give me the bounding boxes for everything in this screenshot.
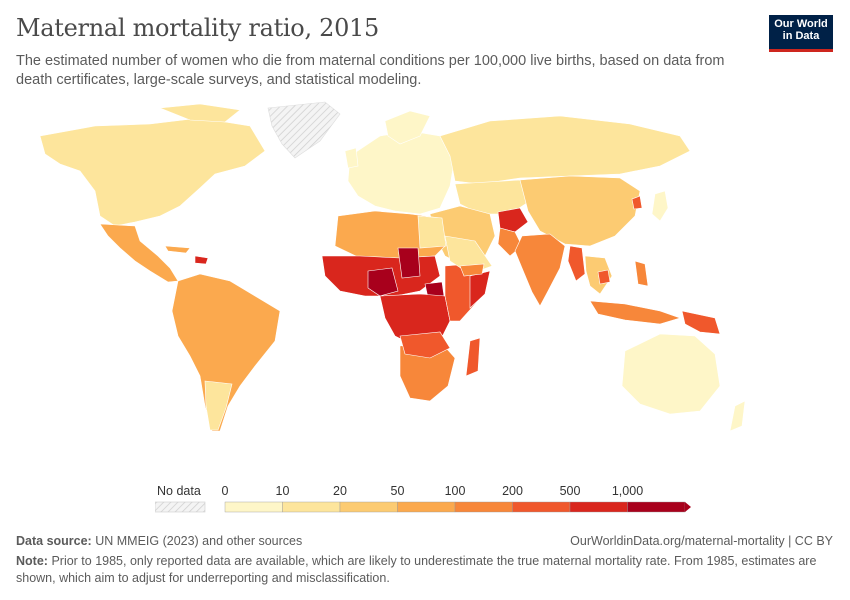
- region-southern-cone[interactable]: [204, 380, 233, 431]
- region-china[interactable]: [519, 175, 641, 247]
- region-india[interactable]: [514, 233, 566, 307]
- legend-tick-label: 1,000: [611, 484, 644, 498]
- region-north-africa[interactable]: [334, 210, 446, 259]
- region-korea[interactable]: [631, 195, 643, 210]
- region-central-america[interactable]: [99, 223, 179, 283]
- region-afghanistan[interactable]: [497, 207, 529, 233]
- region-south-america[interactable]: [171, 273, 281, 432]
- region-myanmar[interactable]: [567, 245, 586, 282]
- legend-tick-label: 500: [559, 484, 581, 498]
- region-greenland[interactable]: [267, 101, 341, 159]
- legend-bins: [224, 501, 691, 513]
- chart-title: Maternal mortality ratio, 2015: [16, 14, 379, 42]
- region-australia[interactable]: [621, 333, 721, 415]
- region-somalia[interactable]: [469, 270, 491, 309]
- region-philippines[interactable]: [634, 260, 649, 287]
- region-angola-zambia[interactable]: [399, 331, 451, 359]
- legend-tick-label: 100: [444, 484, 466, 498]
- region-madagascar[interactable]: [465, 337, 481, 377]
- region-laos-cambodia[interactable]: [597, 269, 611, 285]
- legend-nodata-swatch: [155, 501, 206, 513]
- legend-bin[interactable]: [569, 501, 628, 513]
- legend-bin[interactable]: [282, 501, 341, 513]
- footnote-text: Prior to 1985, only reported data are av…: [16, 554, 817, 585]
- region-chad[interactable]: [397, 247, 421, 279]
- source-url[interactable]: OurWorldinData.org/maternal-mortality | …: [570, 534, 833, 548]
- region-north-america[interactable]: [39, 117, 266, 227]
- legend-tick-label: 20: [333, 484, 347, 498]
- legend-bin[interactable]: [627, 501, 686, 513]
- data-source-label: Data source:: [16, 534, 92, 548]
- legend-arrow: [685, 502, 691, 512]
- color-legend: No data 0 10 20 50 100 200 500 1,000: [155, 482, 715, 522]
- legend-bin[interactable]: [454, 501, 513, 513]
- region-uk[interactable]: [344, 147, 359, 169]
- region-nigeria[interactable]: [367, 267, 399, 297]
- legend-tick-label: 10: [275, 484, 290, 498]
- legend-bin[interactable]: [512, 501, 571, 513]
- region-new-zealand[interactable]: [729, 400, 746, 432]
- chart-subtitle: The estimated number of women who die fr…: [16, 53, 725, 88]
- region-cuba[interactable]: [164, 245, 191, 254]
- region-indonesia[interactable]: [589, 300, 681, 325]
- owid-logo[interactable]: Our World in Data: [769, 15, 833, 52]
- legend-bin[interactable]: [224, 501, 283, 513]
- world-map[interactable]: [0, 96, 850, 476]
- logo-line-2: in Data: [782, 30, 820, 42]
- data-source: Data source: UN MMEIG (2023) and other s…: [16, 534, 302, 548]
- region-canada-islands[interactable]: [159, 103, 241, 123]
- footnote-label: Note:: [16, 554, 48, 568]
- data-source-text[interactable]: UN MMEIG (2023) and other sources: [95, 534, 303, 548]
- logo-line-1: Our World: [774, 18, 828, 30]
- legend-nodata-label: No data: [157, 484, 201, 498]
- footnote: Note: Prior to 1985, only reported data …: [16, 553, 831, 587]
- region-scandinavia[interactable]: [384, 110, 431, 145]
- region-papua-new-guinea[interactable]: [681, 310, 721, 335]
- region-japan[interactable]: [651, 190, 669, 222]
- region-caribbean[interactable]: [194, 255, 209, 265]
- region-yemen[interactable]: [459, 263, 485, 277]
- legend-bin[interactable]: [339, 501, 398, 513]
- legend-bin[interactable]: [397, 501, 456, 513]
- region-russia[interactable]: [439, 115, 691, 185]
- region-egypt[interactable]: [417, 215, 447, 249]
- legend-tick-label: 200: [502, 484, 523, 498]
- legend-svg: [155, 501, 691, 513]
- legend-tick-label: 0: [221, 484, 229, 498]
- world-map-svg: [39, 101, 746, 432]
- legend-tick-label: 50: [390, 484, 405, 498]
